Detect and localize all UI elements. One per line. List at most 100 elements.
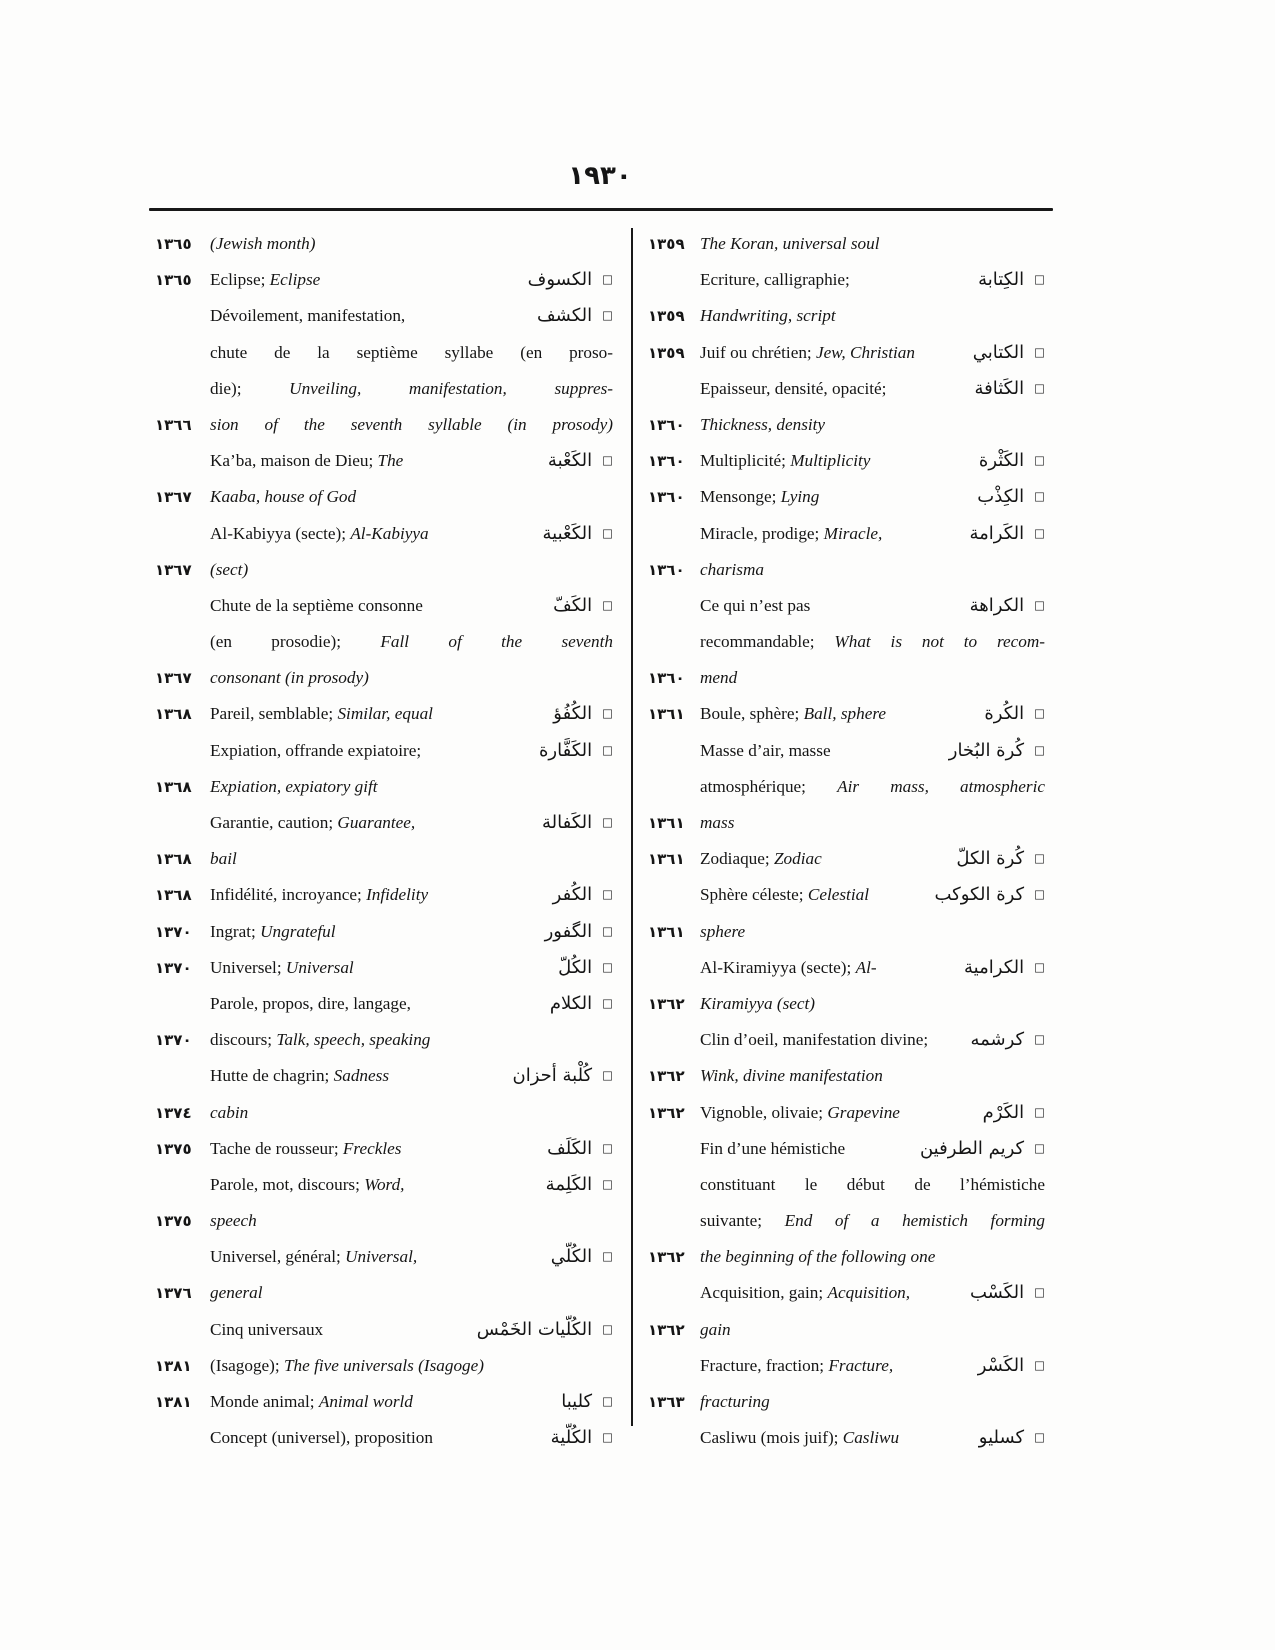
entry-text-english: Miracle, (823, 523, 883, 543)
entry-line: ١٣٦٠ mend (648, 660, 1045, 696)
entry-text: Parole, propos, dire, langage, (210, 986, 411, 1022)
entry-line: Acquisition, gain; Acquisition, الكَسْب □ (648, 1275, 1045, 1311)
entry-text: Monde animal; Animal world (210, 1384, 413, 1420)
entry-text-french: Mensonge; (700, 487, 781, 507)
entry-line: ١٣٦٧ Kaaba, house of God (155, 479, 613, 515)
entry-line: Clin d’oeil, manifestation divine; كرشمه □ (648, 1022, 1045, 1058)
entry-line: ١٣٦٠ Mensonge; Lying الكِذْب □ (648, 479, 1045, 515)
arabic-term: الكَعْبية (542, 522, 593, 544)
entry-number: ١٣٦٠ (648, 488, 685, 507)
entry-number: ١٣٦١ (648, 922, 685, 941)
entry-text-english: End of a hemistich forming (784, 1211, 1045, 1231)
entry-text: Sphère céleste; Celestial (700, 877, 869, 913)
entry-number: ١٣٥٩ (648, 235, 685, 253)
entry-number: ١٣٦٣ (648, 1393, 685, 1411)
arabic-term-group: الكَسْر □ (968, 1348, 1045, 1385)
arabic-term: كرة الكوكب (934, 884, 1025, 906)
arabic-term: الكُفُؤ (553, 703, 593, 725)
entry-number: ١٣٦٢ (648, 1248, 685, 1267)
entry-line: ١٣٦٨ Expiation, expiatory gift (155, 769, 613, 805)
entry-text: gain (700, 1312, 731, 1348)
entry-line: ١٣٦٨ bail (155, 841, 613, 877)
arabic-term-group: الكَعْبة □ (538, 443, 613, 480)
entry-number: ١٣٦١ (648, 705, 685, 724)
entry-text-french: die); (210, 378, 290, 398)
arabic-term: الكِتابة (978, 269, 1025, 291)
entry-text: Chute de la septième consonne (210, 588, 423, 624)
square-marker-icon: □ (1034, 344, 1045, 359)
arabic-term-group: الكراهة □ (960, 588, 1045, 625)
entry-text: Infidélité, incroyance; Infidelity (210, 877, 428, 913)
entry-number: ١٣٧٦ (155, 1284, 192, 1303)
entry-number: ١٣٦٨ (155, 705, 192, 724)
entry-text-english: Fracture, (828, 1355, 894, 1375)
entry-text-english: Thickness, density (700, 414, 826, 434)
entry-line: Universel, général; Universal, الكُلّي □ (155, 1239, 613, 1275)
page-number: ١٩٣٠ (568, 161, 632, 191)
entry-text-english: Celestial (807, 885, 869, 905)
entry-text-french: Al-Kiramiyya (secte); (700, 957, 856, 977)
arabic-term-group: الكُلّي □ (541, 1239, 613, 1276)
entry-number: ١٣٦٢ (648, 994, 685, 1013)
entry-text-english: cabin (210, 1102, 249, 1122)
entry-number: ١٣٦٢ (648, 1320, 685, 1339)
entry-line: Hutte de chagrin; Sadness كُلْبة أحزان □ (155, 1058, 613, 1094)
entry-number: ١٣٦٧ (155, 488, 192, 507)
entry-line: ١٣٦٢ Wink, divine manifestation (648, 1058, 1045, 1094)
entry-text-english: speech (210, 1211, 257, 1231)
arabic-term-group: الكتابي □ (963, 335, 1045, 372)
square-marker-icon: □ (602, 742, 613, 757)
entry-text-english: Unveiling, manifestation, suppres- (289, 378, 614, 398)
square-marker-icon: □ (1034, 959, 1045, 974)
entry-line: ١٣٦١ Boule, sphère; Ball, sphere الكُرة □ (648, 696, 1045, 732)
entry-text: Universel; Universal (210, 950, 354, 986)
entry-text-english: Expiation, expiatory gift (210, 776, 378, 796)
entry-text-french: Ce qui n’est pas (700, 595, 811, 615)
entry-text-english: Universal (285, 957, 354, 977)
entry-text-english: Eclipse (269, 270, 321, 290)
entry-text-french: suivante; (700, 1211, 785, 1231)
arabic-term-group: الكَثافة □ (965, 371, 1045, 408)
entry-line: ١٣٥٩ Handwriting, script (648, 298, 1045, 334)
entry-text-french: discours; (210, 1030, 277, 1050)
entry-number: ١٣٦٠ (648, 415, 685, 434)
entry-line: ١٣٦٠ charisma (648, 552, 1045, 588)
entry-text-english: Casliwu (842, 1428, 900, 1448)
entry-line: Garantie, caution; Guarantee, الكَفالة □ (155, 805, 613, 841)
arabic-term: كُرة البُخار (948, 739, 1025, 761)
entry-line: chute de la septième syllabe (en proso- (155, 335, 613, 371)
entry-text-french: constituant le début de l’hémistiche (700, 1174, 1045, 1194)
arabic-term-group: الكسوف □ (518, 262, 613, 299)
entry-text: charisma (700, 552, 764, 588)
arabic-term: الكراهة (969, 594, 1025, 616)
entry-text: (Jewish month) (210, 226, 316, 262)
square-marker-icon: □ (602, 1068, 613, 1083)
entry-text-french: Epaisseur, densité, opacité; (700, 378, 887, 398)
entry-text: (sect) (210, 552, 248, 588)
entry-line: ١٣٦٧ consonant (in prosody) (155, 660, 613, 696)
entry-text: Zodiaque; Zodiac (700, 841, 822, 877)
entry-text-french: atmosphérique; (700, 776, 838, 796)
arabic-term-group: كليبا □ (551, 1384, 613, 1421)
entry-text-english: (sect) (210, 559, 249, 579)
arabic-term-group: الكَرامة □ (959, 516, 1045, 553)
entry-text: Kaaba, house of God (210, 479, 356, 515)
entry-text-french: Multiplicité; (700, 451, 791, 471)
entry-text-english: general (210, 1283, 263, 1303)
square-marker-icon: □ (1034, 742, 1045, 757)
arabic-term-group: كسليو □ (969, 1420, 1045, 1457)
entry-text: Mensonge; Lying (700, 479, 819, 515)
entry-text-english: mend (700, 668, 738, 688)
entry-number: ١٣٧٠ (155, 1031, 192, 1050)
square-marker-icon: □ (602, 453, 613, 468)
entry-text-french: Expiation, offrande expiatoire; (210, 740, 422, 760)
entry-number: ١٣٦٠ (648, 452, 685, 471)
square-marker-icon: □ (1034, 597, 1045, 612)
entry-text-english: What is not to recom- (834, 632, 1045, 652)
arabic-term-group: الكَرْم □ (973, 1095, 1045, 1132)
entry-text: bail (210, 841, 237, 877)
entry-line: Cinq universaux الكُلّيات الخَمْس □ (155, 1312, 613, 1348)
entry-number: ١٣٦٦ (155, 415, 192, 434)
entry-text: sion of the seventh syllable (in prosody… (210, 407, 613, 443)
arabic-term: كُلْبة أحزان (512, 1065, 593, 1087)
